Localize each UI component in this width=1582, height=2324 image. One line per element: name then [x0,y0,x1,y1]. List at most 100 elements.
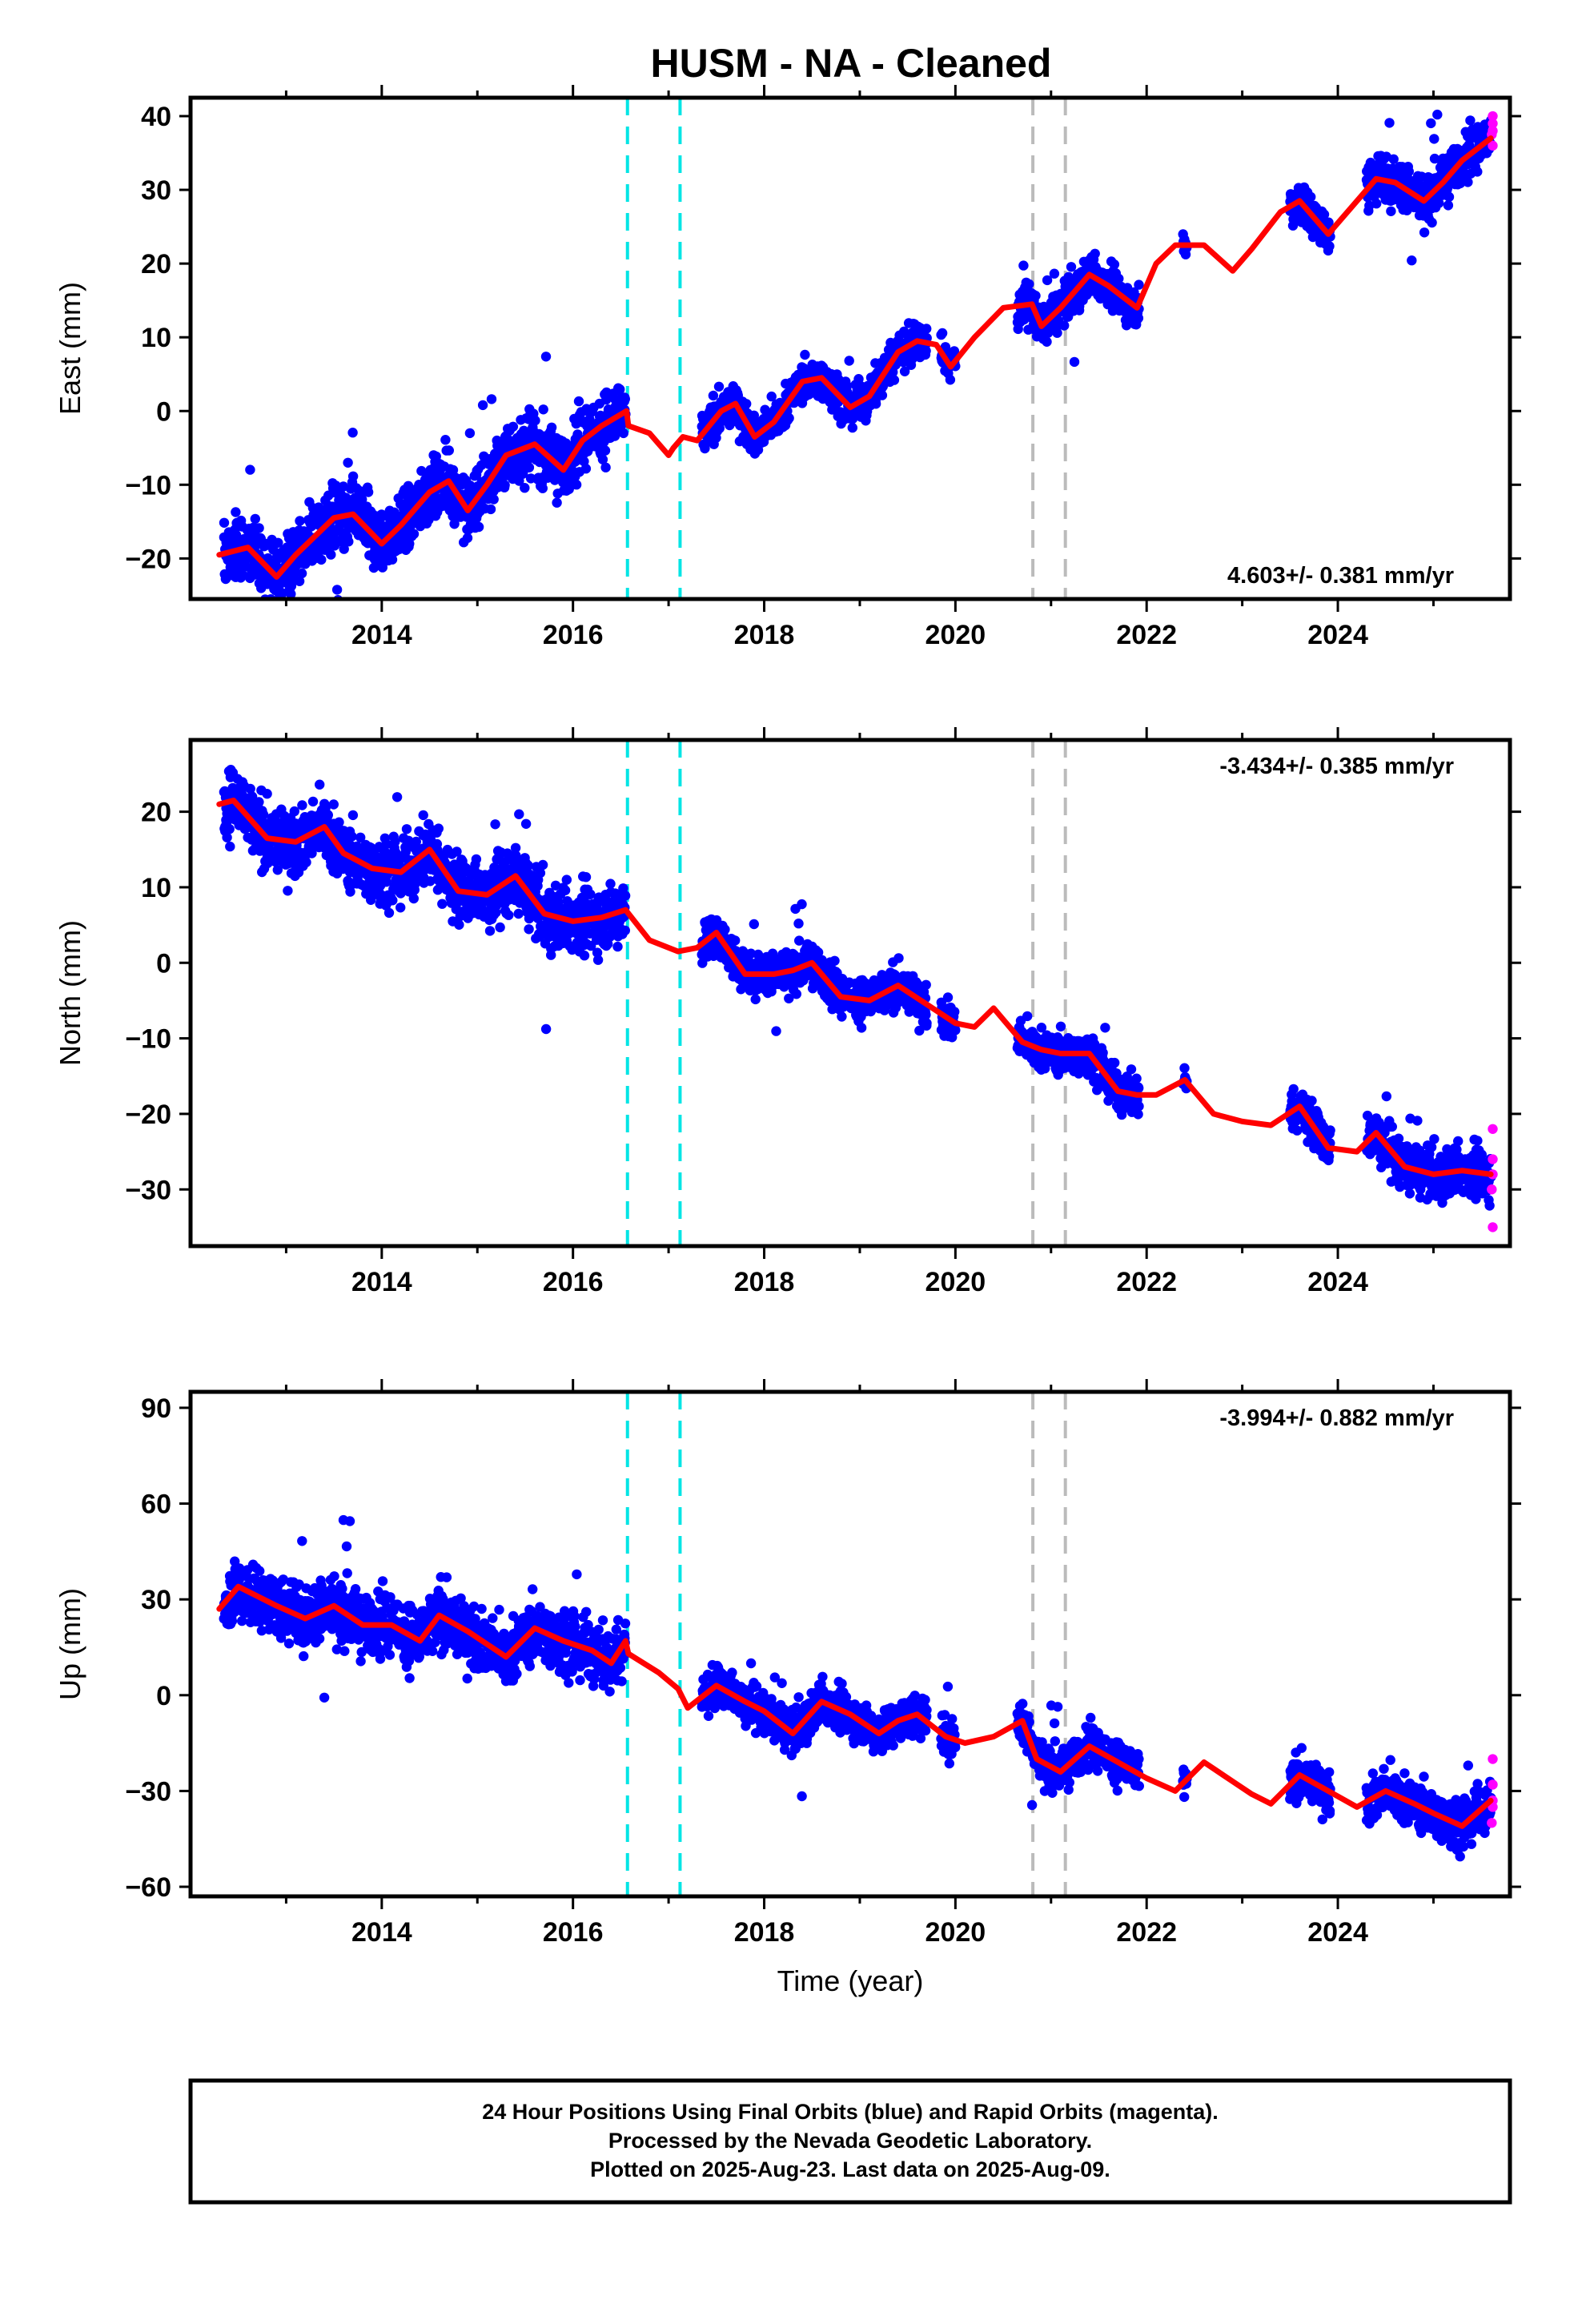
data-point [1386,206,1396,216]
data-point [326,549,336,560]
data-point [561,875,572,885]
data-point [837,1011,847,1022]
data-point [508,421,519,432]
data-point [219,517,230,528]
data-point [347,810,359,821]
data-point [383,907,395,919]
data-point [573,396,584,407]
data-point [921,324,932,334]
data-point [1443,191,1455,203]
final-orbit-points [219,765,1496,1211]
data-point [297,800,307,810]
data-point [708,390,719,401]
data-point [357,494,367,505]
data-point [343,537,354,547]
data-point [272,865,283,875]
data-point [612,941,623,952]
data-point [514,809,524,819]
data-point [921,979,931,991]
data-point [937,328,948,339]
data-point [847,422,858,433]
data-point [784,412,794,424]
data-point [1090,248,1100,259]
data-point [800,349,810,360]
data-point [942,992,954,1003]
data-point [1472,167,1483,177]
data-point [889,375,900,385]
data-point [844,356,854,366]
data-point [262,789,272,799]
rapid-orbit-points [1487,111,1498,151]
data-point [538,404,548,415]
data-point [1018,260,1029,271]
data-point [265,603,275,613]
data-point [560,885,571,896]
data-point [546,422,557,432]
data-point [280,608,290,617]
data-point [283,886,293,896]
data-point [250,513,260,525]
data-point [449,519,460,529]
data-point [520,818,532,829]
data-point [921,1010,931,1020]
data-point [289,806,299,817]
data-point [254,797,264,807]
data-point [552,497,562,508]
data-point [490,819,500,830]
data-point [237,569,247,580]
data-point [408,893,419,904]
data-point [1133,313,1144,324]
y-tick-label: 20 [141,249,171,279]
axes-frame [188,95,1512,601]
data-point [524,462,535,472]
data-point [580,872,592,883]
y-tick-label: 10 [141,323,171,353]
data-point [452,846,462,857]
data-point [387,554,398,565]
data-point [504,910,514,920]
data-point [513,908,524,919]
data-point [620,394,630,404]
data-point [363,487,374,497]
data-point [1069,356,1080,368]
data-point [1432,109,1443,120]
data-point [877,390,888,400]
data-point [331,585,343,595]
data-point [473,521,484,533]
data-point [1465,115,1476,126]
data-point [791,989,801,999]
data-point [940,342,951,352]
data-point [1442,183,1453,193]
data-point [537,483,548,493]
y-tick-label: 40 [141,102,171,132]
data-point [914,1025,925,1036]
data-point [222,832,232,842]
x-tick-label: 2014 [351,620,412,650]
data-point [713,381,725,392]
data-point [387,895,398,906]
data-point [1429,153,1440,164]
data-point [273,537,283,548]
data-point [620,925,630,936]
data-point [870,399,881,409]
data-point [224,824,235,834]
data-point [1306,191,1316,203]
data-point [464,428,476,439]
data-point [231,507,241,517]
data-point [1426,118,1436,129]
data-point [585,889,596,900]
data-point [620,891,631,901]
x-tick-label: 2016 [543,620,604,650]
data-point [408,529,420,539]
data-point [540,1023,552,1035]
data-point [618,428,628,439]
data-point [1049,268,1060,279]
data-point [462,533,473,543]
data-point [471,854,482,865]
data-point [245,464,255,475]
data-point [579,951,590,961]
data-point [343,457,353,468]
final-orbit-points [219,109,1496,617]
data-point [440,435,451,445]
data-point [401,824,412,834]
